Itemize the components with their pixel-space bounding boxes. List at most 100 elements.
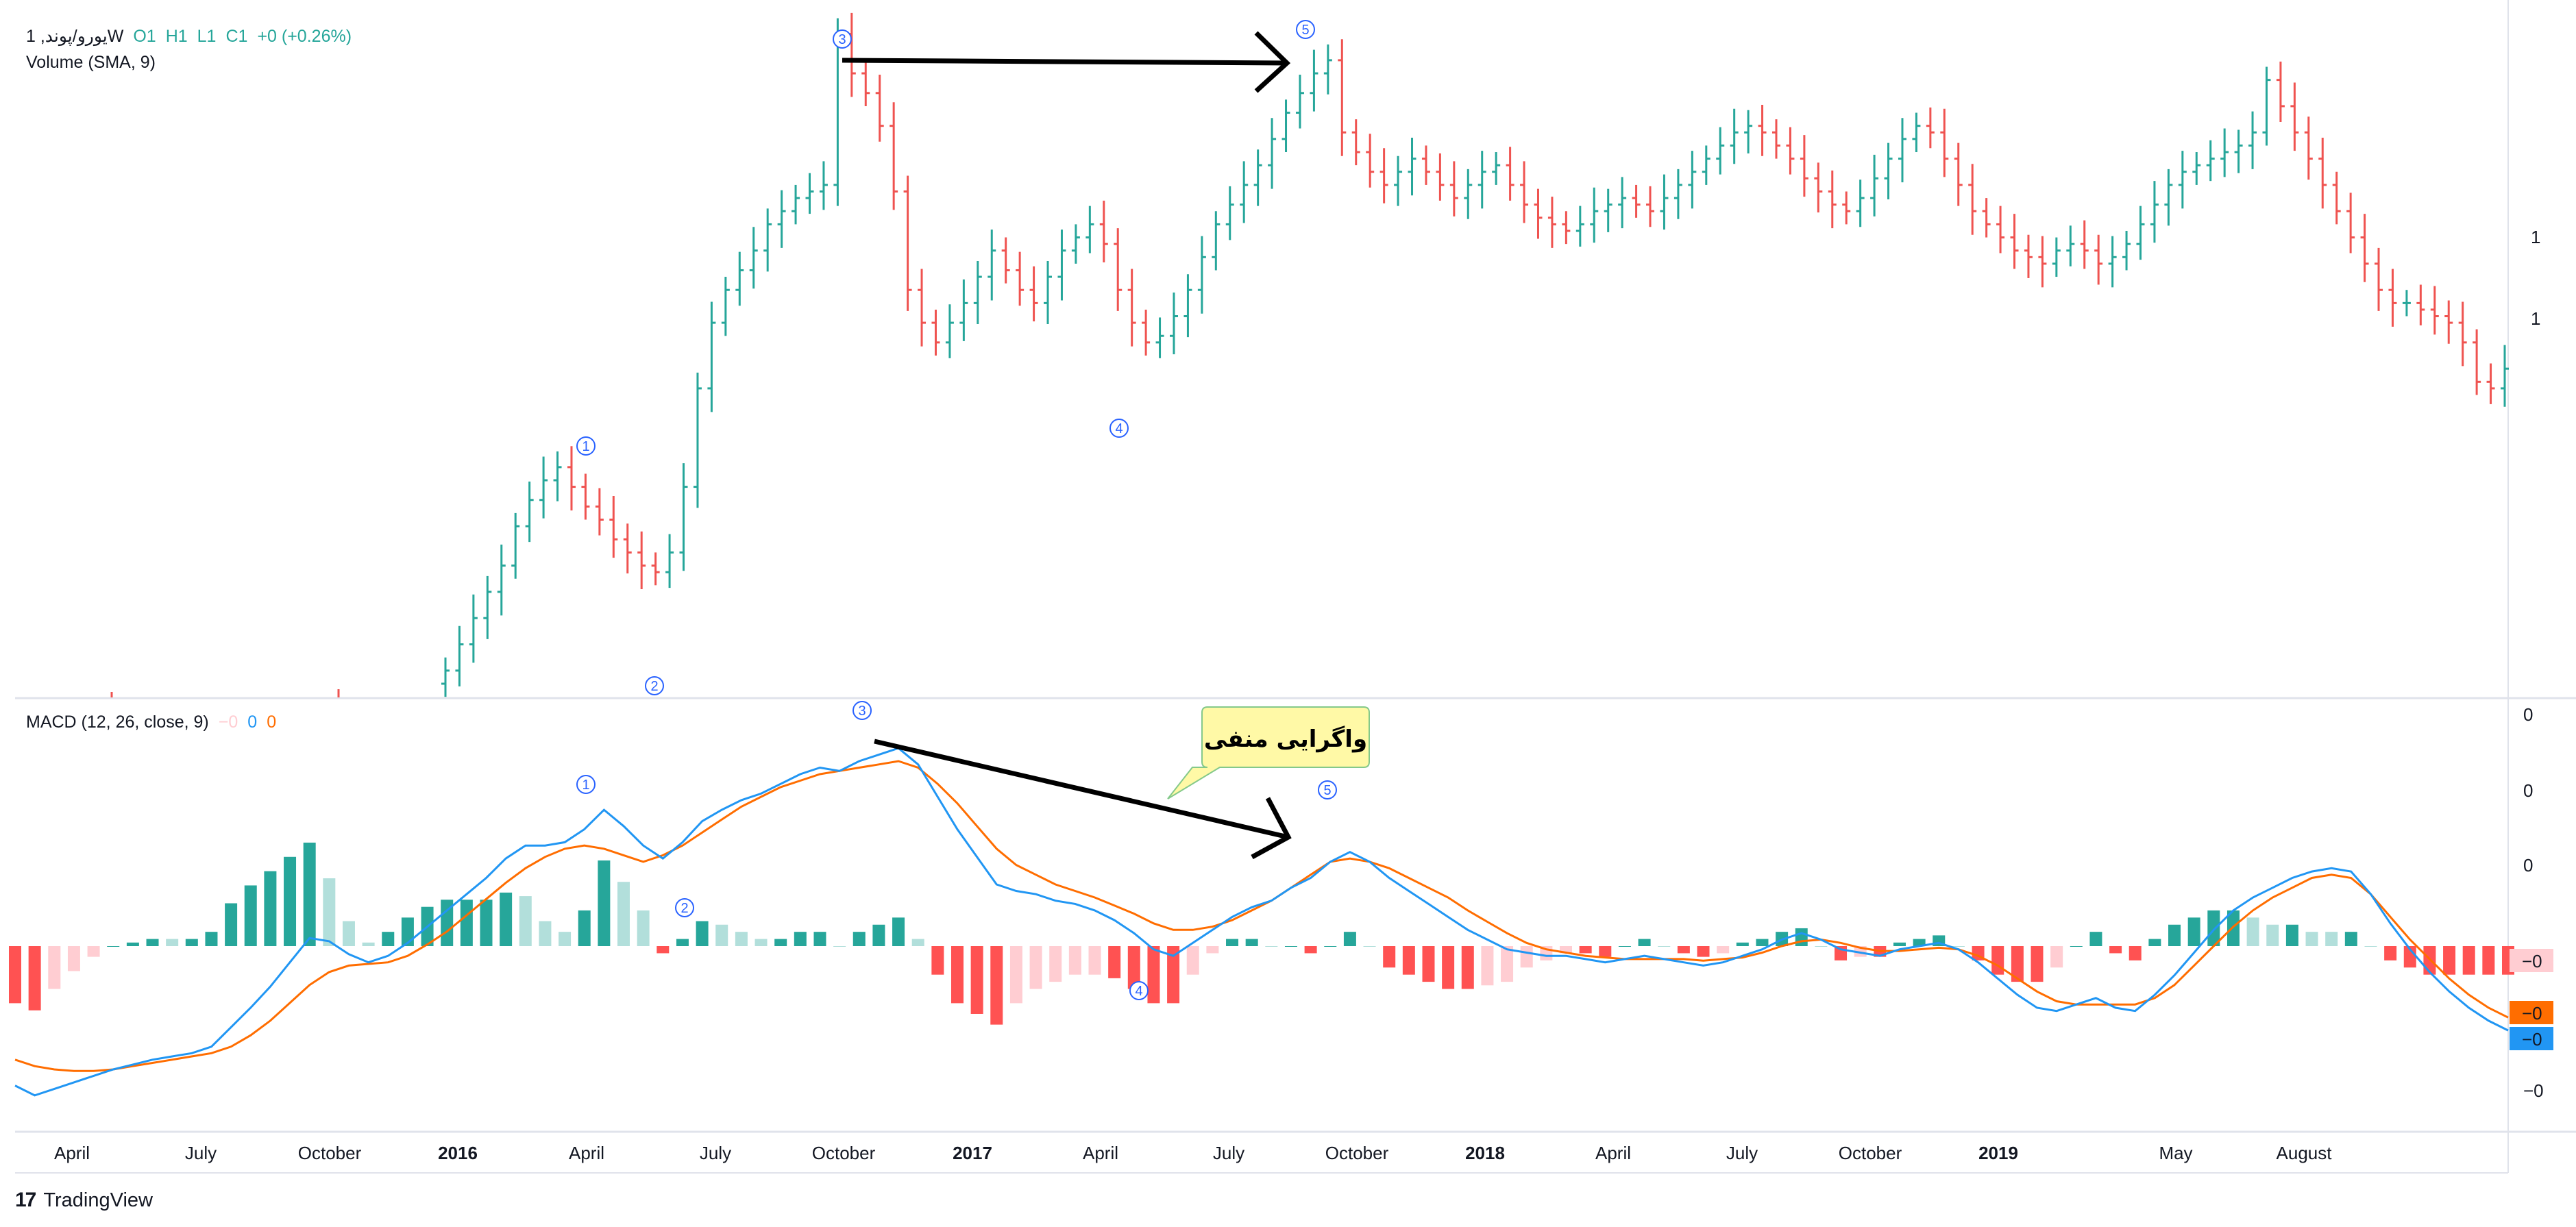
ohlc-bar <box>2150 181 2159 243</box>
macd-wave-label-text: 4 <box>1135 984 1142 999</box>
open-value: O1 <box>133 27 156 46</box>
ohlc-bar <box>1183 274 1192 338</box>
macd-axis-label: 0 <box>2523 780 2533 801</box>
macd-histogram-bar <box>2129 946 2142 960</box>
macd-histogram-bar <box>146 939 159 946</box>
ohlc-bar <box>1996 206 2005 253</box>
macd-histogram-bar <box>1952 946 1965 947</box>
ohlc-bar <box>945 304 954 358</box>
ohlc-bar <box>1001 237 1010 284</box>
macd-histogram-bar <box>1461 946 1474 989</box>
macd-histogram-bar <box>1520 946 1533 968</box>
macd-histogram-bar <box>480 900 493 946</box>
macd-histogram-bar <box>1501 946 1514 982</box>
time-axis-label: 2018 <box>1465 1143 1505 1163</box>
macd-histogram-bar <box>264 871 277 946</box>
macd-histogram-bar <box>2246 917 2259 946</box>
price-wave-label-circle <box>1296 20 1315 39</box>
macd-wave-label: 1 <box>576 775 596 794</box>
time-axis-label: April <box>1595 1143 1631 1163</box>
ohlc-bar <box>973 261 982 325</box>
macd-histogram-bar <box>1127 946 1140 989</box>
ohlc-bar <box>1240 161 1249 223</box>
macd-hist-value: −0 <box>218 712 238 732</box>
ohlc-bar <box>1590 187 1599 243</box>
time-axis-label: October <box>812 1143 876 1163</box>
macd-histogram-bar <box>460 900 473 946</box>
macd-divergence-arrowhead <box>1251 797 1292 860</box>
macd-histogram-bar <box>1442 946 1455 989</box>
time-axis-label: October <box>1325 1143 1389 1163</box>
ohlc-bar <box>1464 169 1473 219</box>
price-axis-label: 1 <box>2531 308 2540 329</box>
macd-histogram-bar <box>2031 946 2044 982</box>
ohlc-bar <box>1730 108 1739 164</box>
ohlc-bar <box>1562 211 1571 245</box>
macd-wave-label-text: 3 <box>858 704 866 719</box>
ohlc-bar <box>2122 230 2131 271</box>
price-divergence-arrowhead <box>1254 31 1291 93</box>
ohlc-bar <box>1268 118 1277 189</box>
macd-histogram-bar <box>696 921 709 946</box>
macd-histogram-bar <box>2325 932 2338 946</box>
ohlc-bar <box>1828 170 1837 229</box>
macd-histogram-bar <box>244 885 257 946</box>
ohlc-bar <box>903 175 912 311</box>
ohlc-bar <box>1534 188 1543 239</box>
ohlc-bar <box>2080 220 2089 269</box>
ohlc-bar <box>2486 363 2495 404</box>
macd-histogram-bar <box>1324 946 1337 947</box>
ohlc-bar <box>2038 236 2047 288</box>
ohlc-bar <box>2501 345 2509 407</box>
ohlc-bar <box>511 512 520 579</box>
callout-text: واگرایی منفی <box>1204 726 1367 753</box>
price-wave-label-circle <box>576 436 596 456</box>
macd-histogram-bar <box>794 932 807 946</box>
macd-histogram-bar <box>362 942 375 946</box>
macd-histogram-bar <box>382 932 395 946</box>
ohlc-bar <box>2402 290 2411 317</box>
price-wave-label: 4 <box>1109 419 1129 438</box>
ohlc-bar <box>721 277 730 336</box>
ohlc-bar <box>2024 234 2033 278</box>
divergence-callout: واگرایی منفی <box>1167 706 1370 800</box>
macd-histogram-bar <box>2443 946 2456 975</box>
macd-histogram-bar <box>2011 946 2024 982</box>
ohlc-bar <box>1449 161 1458 216</box>
ohlc-bar <box>1408 137 1416 196</box>
macd-histogram-bar <box>1579 946 1592 954</box>
macd-histogram-bar <box>852 932 866 946</box>
ohlc-bar <box>2290 82 2299 151</box>
ohlc-bar <box>819 161 828 210</box>
ohlc-bar <box>1436 153 1445 201</box>
price-wave-label: 2 <box>645 676 664 695</box>
ohlc-bar <box>1310 49 1318 112</box>
macd-histogram-bar <box>126 942 139 946</box>
ohlc-bar <box>875 74 884 142</box>
price-wave-label: 5 <box>1296 20 1315 39</box>
macd-histogram-bar <box>617 882 630 946</box>
macd-histogram-bar <box>519 896 532 946</box>
macd-wave-label: 3 <box>852 701 872 720</box>
time-axis-label: July <box>185 1143 217 1163</box>
ohlc-bar <box>1716 127 1725 175</box>
ohlc-bar <box>1575 206 1584 247</box>
ohlc-bar <box>679 463 688 571</box>
macd-histogram-bar <box>67 946 80 971</box>
macd-histogram-bar <box>1265 946 1278 947</box>
macd-histogram-bar <box>1795 928 1808 946</box>
macd-histogram-bar <box>2168 924 2181 946</box>
ohlc-bar <box>2234 129 2243 173</box>
ohlc-bar <box>1842 191 1851 225</box>
macd-histogram-bar <box>2187 917 2200 946</box>
macd-histogram-bar <box>2070 946 2083 947</box>
ohlc-bar <box>763 208 772 272</box>
price-wave-label-circle <box>645 676 664 695</box>
time-axis-label: 2017 <box>953 1143 992 1163</box>
macd-histogram-bar <box>2227 910 2240 946</box>
macd-histogram-bar <box>657 946 670 954</box>
time-axis-label: 2016 <box>438 1143 478 1163</box>
ohlc-bar <box>1688 151 1697 209</box>
ohlc-bar <box>1085 206 1094 253</box>
